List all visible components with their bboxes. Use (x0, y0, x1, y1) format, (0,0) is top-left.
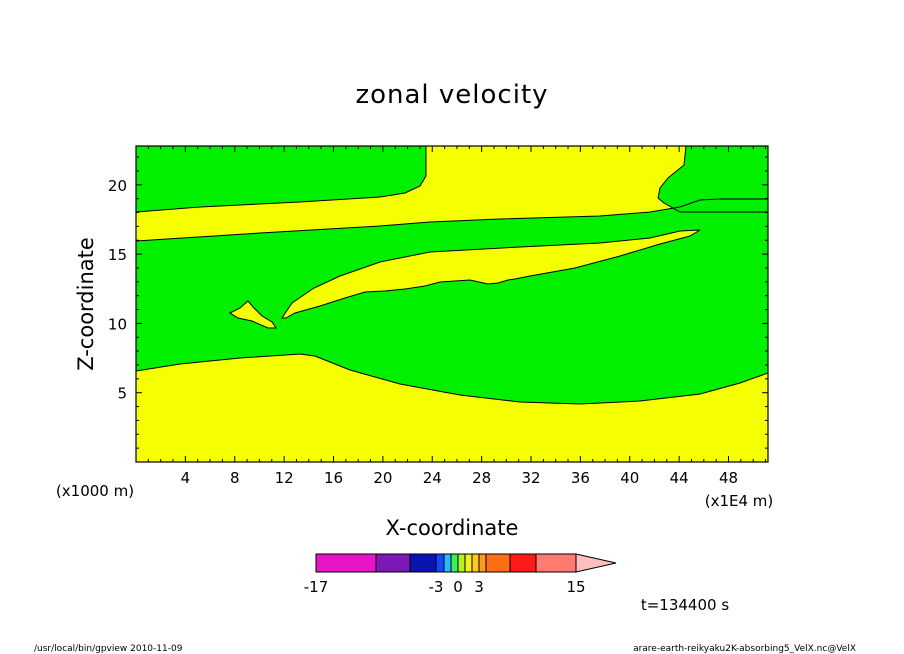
contour-fill-yellow-tongue (282, 230, 700, 318)
x-unit-note-right: (x1E4 m) (705, 492, 774, 510)
x-tick-label: 24 (423, 469, 442, 487)
colorbar-cell (485, 553, 511, 573)
colorbar-label: -3 (429, 578, 444, 596)
x-axis: 4 8 12 16 20 24 28 32 36 40 44 48 (147, 146, 767, 487)
x-tick-label: 16 (324, 469, 343, 487)
y-tick-label: 20 (108, 177, 127, 195)
colorbar-cell (450, 553, 459, 573)
colorbar-cell (375, 553, 411, 573)
contour-line (136, 198, 768, 242)
colorbar-cell (464, 553, 473, 573)
contour-line (136, 146, 427, 213)
time-label: t=134400 s (641, 596, 729, 614)
colorbar-label: -17 (304, 578, 329, 596)
x-tick-label: 44 (670, 469, 689, 487)
colorbar-cell (443, 553, 452, 573)
colorbar-cell (435, 553, 445, 573)
colorbar-labels: -17 -3 0 3 15 (304, 578, 586, 596)
x-unit-note-left: (x1000 m) (56, 482, 134, 500)
colorbar-cell (535, 553, 577, 573)
x-tick-label: 20 (373, 469, 392, 487)
x-tick-label: 4 (181, 469, 191, 487)
plot-frame (135, 145, 769, 463)
contour-line (281, 229, 701, 319)
y-tick-label: 15 (108, 246, 127, 264)
colorbar (315, 553, 617, 573)
contour-line (136, 353, 768, 405)
y-tick-label: 5 (117, 385, 127, 403)
contour-fill-green-top (136, 146, 426, 212)
x-tick-label: 32 (521, 469, 540, 487)
colorbar-label: 3 (474, 578, 484, 596)
colorbar-label: 0 (453, 578, 463, 596)
colorbar-cell (478, 553, 487, 573)
colorbar-cell (315, 553, 377, 573)
contour-fill-green-top-right (658, 146, 768, 212)
contour-fill-yellow-islet (230, 301, 276, 328)
contour-field (136, 146, 768, 462)
colorbar-extension-arrow (575, 553, 617, 573)
colorbar-label: 15 (566, 578, 585, 596)
contour-lines (136, 146, 768, 405)
y-axis: 5 10 15 20 (108, 156, 768, 449)
colorbar-cell (457, 553, 466, 573)
y-axis-label: Z-coordinate (74, 237, 98, 371)
x-tick-label: 36 (571, 469, 590, 487)
footer-right: arare-earth-reikyaku2K-absorbing5_VelX.n… (633, 644, 856, 654)
contour-line (657, 146, 768, 213)
chart-title: zonal velocity (355, 80, 548, 110)
colorbar-cell (471, 553, 480, 573)
x-tick-label: 48 (719, 469, 738, 487)
x-tick-label: 28 (472, 469, 491, 487)
contour-line (228, 300, 277, 329)
x-tick-label: 12 (275, 469, 294, 487)
x-tick-label: 8 (230, 469, 240, 487)
y-tick-label: 10 (108, 315, 127, 333)
x-tick-label: 40 (620, 469, 639, 487)
colorbar-cell (409, 553, 437, 573)
footer-left: /usr/local/bin/gpview 2010-11-09 (34, 644, 183, 654)
colorbar-cell (509, 553, 537, 573)
x-axis-label: X-coordinate (386, 516, 519, 540)
